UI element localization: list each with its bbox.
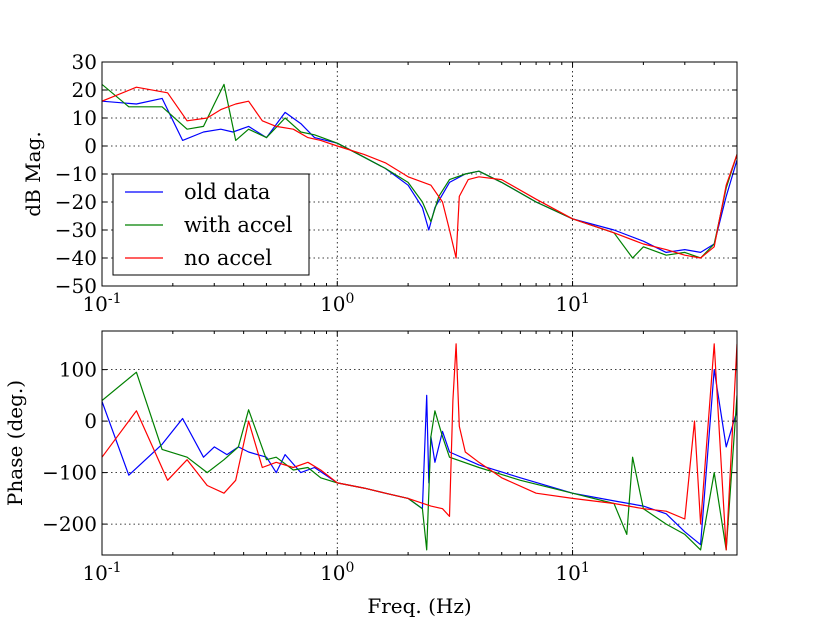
phase-panel: 10-1 100 101 100 0 −100 −200 Phase (deg.) Freq. … <box>3 330 738 617</box>
x-tick-label: 100 <box>320 291 354 316</box>
x-tick-label: 101 <box>555 560 589 585</box>
y-tick-label: 0 <box>84 134 97 158</box>
legend-label: with accel <box>184 213 293 237</box>
y-tick-label: −30 <box>55 218 97 242</box>
y-tick-label: −200 <box>42 512 97 536</box>
series-line-no-accel <box>102 343 737 551</box>
legend-label: no accel <box>184 246 272 270</box>
series-line-old-data <box>102 369 737 546</box>
legend-label: old data <box>184 180 270 204</box>
y-tick-label: 100 <box>59 358 97 382</box>
x-axis-label: Freq. (Hz) <box>367 594 471 617</box>
y-tick-label: −100 <box>42 461 97 485</box>
y-tick-label: 0 <box>84 409 97 433</box>
series-group <box>102 83 737 259</box>
x-tick-label: 10-1 <box>82 291 121 316</box>
series-line-with-accel <box>102 83 737 259</box>
y-tick-label: −20 <box>55 190 97 214</box>
series-group <box>102 343 737 551</box>
y-axis-label: dB Mag. <box>21 131 45 216</box>
series-line-no-accel <box>102 86 737 259</box>
axes-frame <box>101 330 738 556</box>
y-tick-label: 20 <box>72 78 97 102</box>
y-tick-label: 10 <box>72 106 97 130</box>
series-line-with-accel <box>102 371 737 551</box>
y-tick-label: −40 <box>55 246 97 270</box>
x-tick-label: 10-1 <box>82 560 121 585</box>
series-line-old-data <box>102 97 737 253</box>
y-tick-label: 30 <box>72 50 97 74</box>
y-tick-label: −50 <box>55 274 97 298</box>
y-tick-label: −10 <box>55 162 97 186</box>
legend: old data with accel no accel <box>112 173 310 276</box>
x-tick-label: 100 <box>320 560 354 585</box>
x-tick-label: 101 <box>555 291 589 316</box>
y-axis-label: Phase (deg.) <box>3 380 27 506</box>
